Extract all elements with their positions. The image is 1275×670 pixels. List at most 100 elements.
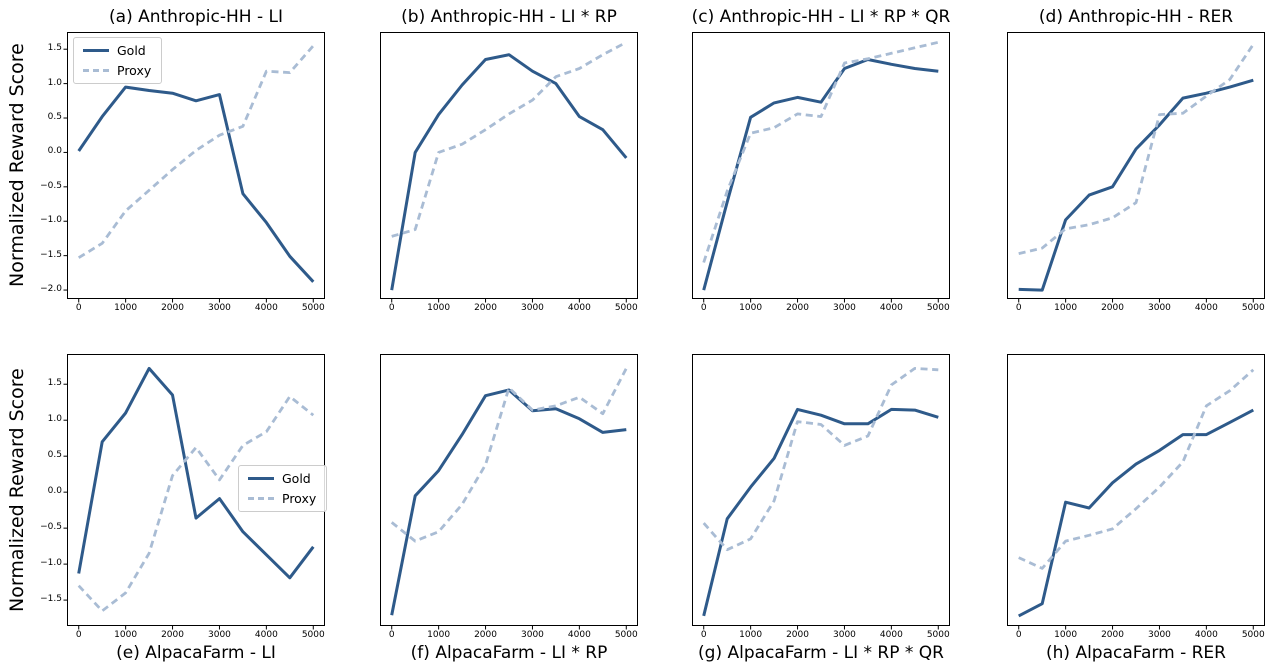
legend-label-gold: Gold [282, 471, 311, 486]
subplot-h-title: (h) AlpacaFarm - RER [1046, 643, 1226, 663]
subplot-d-title: (d) Anthropic-HH - RER [1038, 7, 1234, 27]
axes-frame [692, 32, 950, 299]
series-line-gold [77, 85, 315, 283]
x-tick-label: 0 [75, 303, 82, 313]
legend: Gold Proxy [73, 37, 163, 84]
x-tick-label: 3000 [521, 630, 544, 640]
x-tick-label: 2000 [786, 630, 809, 640]
x-tick-label: 4000 [1194, 630, 1218, 640]
series-line-proxy [77, 44, 315, 259]
y-tick-label: −1.0 [40, 215, 62, 226]
y-tick-label: 1.0 [47, 77, 62, 88]
series-line-proxy [702, 40, 939, 263]
x-tick-label: 0 [388, 303, 395, 313]
legend-label-gold: Gold [117, 43, 146, 58]
x-tick-label: 0 [1015, 630, 1022, 640]
x-tick-label: 1000 [739, 630, 763, 640]
gold-line-sample [248, 477, 274, 480]
subplot-f-title: (f) AlpacaFarm - LI * RP [410, 643, 608, 663]
y-tick-label: 0.5 [47, 450, 62, 461]
series-line-gold [390, 53, 628, 291]
x-tick-label: 4000 [254, 303, 278, 313]
series-line-gold [1018, 408, 1254, 618]
y-tick-label: 1.5 [47, 378, 62, 389]
subplot-a: (a) Anthropic-HH - LI Gold Proxy 0 1000 20… [40, 7, 325, 313]
x-tick-label: 1000 [739, 303, 763, 313]
subplot-h: (h) AlpacaFarm - RER 0 1000 2000 3000 4000 50… [1007, 354, 1265, 663]
series-line-proxy [1018, 43, 1255, 255]
subplot-f: (f) AlpacaFarm - LI * RP 0 1000 2000 3000 40… [380, 354, 638, 663]
axes-frame [67, 32, 325, 299]
x-tick-label: 1000 [114, 303, 138, 313]
x-tick-label: 3000 [1148, 630, 1171, 640]
x-tick-label: 3000 [521, 303, 544, 313]
x-tick-label: 1000 [114, 630, 138, 640]
y-tick-label: 1.5 [47, 43, 62, 54]
subplot-c-title: (c) Anthropic-HH - LI * RP * QR [691, 7, 951, 27]
x-tick-label: 5000 [1241, 630, 1265, 640]
y-tick-label: 0.0 [47, 486, 62, 497]
series-line-gold [77, 366, 315, 580]
y-tick-label: −1.5 [40, 594, 62, 605]
legend-label-proxy: Proxy [282, 491, 317, 506]
x-tick-label: 4000 [567, 303, 591, 313]
gold-line-sample [83, 49, 109, 52]
legend-entry-proxy: Proxy [83, 63, 151, 78]
y-tick-label: −0.5 [40, 180, 62, 191]
subplot-a-title: (a) Anthropic-HH - LI [109, 7, 283, 27]
series-line-proxy [702, 366, 939, 552]
x-tick-label: 1000 [427, 630, 451, 640]
x-tick-label: 0 [1015, 303, 1022, 313]
subplot-h-canvas [1007, 354, 1265, 630]
x-tick-label: 5000 [301, 630, 325, 640]
x-tick-label: 2000 [786, 303, 809, 313]
series-line-gold [702, 407, 939, 617]
subplot-e-title: (e) AlpacaFarm - LI [116, 643, 276, 663]
x-tick-label: 0 [388, 630, 395, 640]
y-tick-label: −2.0 [40, 284, 62, 295]
x-tick-label: 2000 [474, 303, 497, 313]
x-tick-label: 2000 [474, 630, 497, 640]
x-tick-label: 2000 [161, 630, 184, 640]
axes-frame [1007, 354, 1265, 626]
axes-frame [692, 354, 950, 626]
subplot-d-canvas [1007, 32, 1265, 303]
subplot-g-title: (g) AlpacaFarm - LI * RP * QR [698, 643, 944, 663]
x-tick-label: 4000 [879, 303, 903, 313]
x-tick-label: 5000 [614, 303, 638, 313]
subplot-g-canvas [692, 354, 950, 630]
x-tick-label: 5000 [301, 303, 325, 313]
x-tick-label: 3000 [208, 630, 231, 640]
legend-entry-proxy: Proxy [248, 491, 316, 506]
y-tick-label: 0.5 [47, 112, 62, 123]
x-tick-label: 5000 [614, 630, 638, 640]
subplot-b-title: (b) Anthropic-HH - LI * RP [401, 7, 617, 27]
x-tick-label: 5000 [1241, 303, 1265, 313]
x-tick-label: 1000 [1054, 630, 1078, 640]
x-tick-label: 3000 [208, 303, 231, 313]
x-tick-label: 3000 [1148, 303, 1171, 313]
subplot-d: (d) Anthropic-HH - RER 0 1000 2000 3000 4000… [1007, 7, 1265, 313]
subplot-c-canvas [692, 32, 950, 303]
x-tick-label: 1000 [1054, 303, 1078, 313]
y-tick-label: −0.5 [40, 522, 62, 533]
x-tick-label: 2000 [161, 303, 184, 313]
series-line-gold [1018, 78, 1254, 292]
x-tick-label: 5000 [926, 630, 950, 640]
legend-entry-gold: Gold [248, 471, 316, 486]
y-tick-label: 1.0 [47, 414, 62, 425]
x-tick-label: 4000 [1194, 303, 1218, 313]
series-line-gold [702, 58, 939, 291]
subplot-c: (c) Anthropic-HH - LI * RP * QR 0 1000 200… [692, 7, 951, 313]
series-line-proxy [1018, 368, 1255, 570]
axes-frame [1007, 32, 1265, 299]
x-tick-label: 0 [75, 630, 82, 640]
x-tick-label: 3000 [833, 630, 856, 640]
subplot-e: (e) AlpacaFarm - LI Gold Proxy 0 1000 2000… [40, 354, 328, 663]
proxy-line-sample [248, 497, 274, 500]
x-tick-label: 0 [700, 303, 707, 313]
legend-entry-gold: Gold [83, 43, 151, 58]
x-tick-label: 2000 [1101, 630, 1124, 640]
subplot-a-canvas [63, 32, 325, 303]
